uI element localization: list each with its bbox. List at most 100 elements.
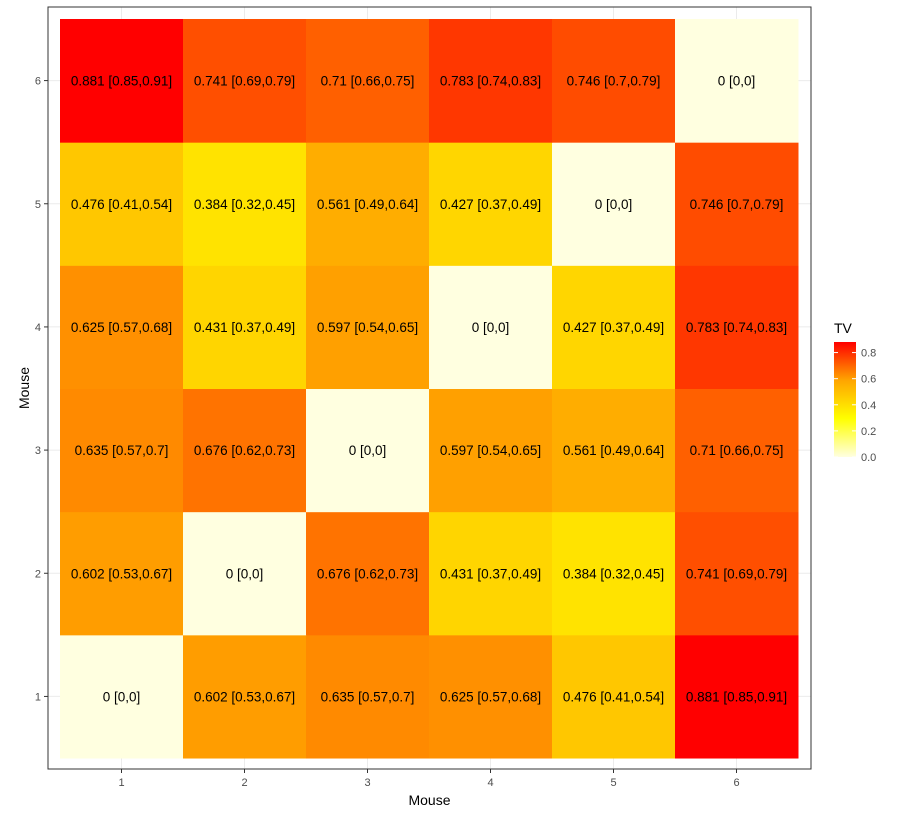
heatmap-cell-4-2 <box>429 511 553 636</box>
cell-label-2-1: 0.602 [0.53,0.67] <box>194 689 295 704</box>
legend-colorbar <box>834 342 856 457</box>
cell-label-3-1: 0.635 [0.57,0.7] <box>321 689 415 704</box>
cell-label-4-4: 0 [0,0] <box>472 320 510 335</box>
legend-tick-label-0.4: 0.4 <box>861 400 876 412</box>
heatmap-cell-4-1 <box>429 634 553 759</box>
y-tick-label-4: 4 <box>35 322 41 334</box>
cell-label-6-4: 0.783 [0.74,0.83] <box>686 320 787 335</box>
heatmap-cell-3-2 <box>306 511 430 636</box>
heatmap-cell-5-1 <box>552 634 676 759</box>
legend-tick-label-0.6: 0.6 <box>861 374 876 386</box>
cell-label-3-5: 0.561 [0.49,0.64] <box>317 197 418 212</box>
y-tick-label-3: 3 <box>35 445 41 457</box>
heatmap-cell-6-6 <box>675 19 799 143</box>
cell-label-5-2: 0.384 [0.32,0.45] <box>563 566 664 581</box>
heatmap-cell-2-4 <box>183 265 307 390</box>
heatmap-cell-1-5 <box>60 142 184 266</box>
cell-label-1-6: 0.881 [0.85,0.91] <box>71 74 172 89</box>
cell-label-6-5: 0.746 [0.7,0.79] <box>690 197 784 212</box>
heatmap-cell-6-5 <box>675 142 799 266</box>
heatmap-cell-2-1 <box>183 634 307 759</box>
heatmap-cell-3-5 <box>306 142 430 266</box>
heatmap-cell-1-3 <box>60 388 184 513</box>
cell-label-1-3: 0.635 [0.57,0.7] <box>75 443 169 458</box>
heatmap-cell-3-1 <box>306 634 430 759</box>
cell-label-3-3: 0 [0,0] <box>349 443 387 458</box>
cell-label-6-1: 0.881 [0.85,0.91] <box>686 689 787 704</box>
cell-label-5-3: 0.561 [0.49,0.64] <box>563 443 664 458</box>
legend-tick-label-0.8: 0.8 <box>861 348 876 360</box>
heatmap-cell-2-6 <box>183 19 307 143</box>
heatmap-cell-2-3 <box>183 388 307 513</box>
legend-title: TV <box>834 320 853 336</box>
heatmap-cell-1-4 <box>60 265 184 390</box>
cell-label-1-5: 0.476 [0.41,0.54] <box>71 197 172 212</box>
cell-label-2-5: 0.384 [0.32,0.45] <box>194 197 295 212</box>
color-legend: TV 0.0 0.2 0.4 0.6 0.8 <box>834 320 876 464</box>
heatmap-cell-4-6 <box>429 19 553 143</box>
cell-label-4-3: 0.597 [0.54,0.65] <box>440 443 541 458</box>
cell-label-1-1: 0 [0,0] <box>103 689 141 704</box>
y-axis: 1 2 3 4 5 6 <box>35 76 48 703</box>
x-tick-label-2: 2 <box>241 777 247 789</box>
panel-border <box>47 6 812 770</box>
x-axis-title: Mouse <box>408 792 450 808</box>
heatmap-cell-1-2 <box>60 511 184 636</box>
cell-label-1-4: 0.625 [0.57,0.68] <box>71 320 172 335</box>
heatmap-cell-2-2 <box>183 511 307 636</box>
heatmap-cell-6-3 <box>675 388 799 513</box>
cell-label-3-4: 0.597 [0.54,0.65] <box>317 320 418 335</box>
x-tick-label-1: 1 <box>118 777 124 789</box>
cell-label-4-6: 0.783 [0.74,0.83] <box>440 74 541 89</box>
cell-label-5-1: 0.476 [0.41,0.54] <box>563 689 664 704</box>
legend-ticks: 0.0 0.2 0.4 0.6 0.8 <box>834 348 876 464</box>
x-tick-label-5: 5 <box>610 777 616 789</box>
cell-label-3-6: 0.71 [0.66,0.75] <box>321 74 415 89</box>
heatmap-cell-6-1 <box>675 634 799 759</box>
cell-label-6-3: 0.71 [0.66,0.75] <box>690 443 784 458</box>
y-tick-label-6: 6 <box>35 76 41 88</box>
cell-label-6-6: 0 [0,0] <box>718 74 756 89</box>
heatmap-cells <box>60 19 799 759</box>
x-axis: 1 2 3 4 5 6 <box>118 769 740 789</box>
heatmap-cell-1-6 <box>60 19 184 143</box>
cell-label-6-2: 0.741 [0.69,0.79] <box>686 566 787 581</box>
cell-label-4-5: 0.427 [0.37,0.49] <box>440 197 541 212</box>
x-tick-label-4: 4 <box>487 777 493 789</box>
heatmap-cell-4-5 <box>429 142 553 266</box>
heatmap-cell-6-2 <box>675 511 799 636</box>
heatmap-cell-1-1 <box>60 634 184 759</box>
heatmap-cell-4-3 <box>429 388 553 513</box>
heatmap-cell-3-3 <box>306 388 430 513</box>
cell-label-2-2: 0 [0,0] <box>226 566 264 581</box>
heatmap-cell-5-5 <box>552 142 676 266</box>
heatmap-cell-5-6 <box>552 19 676 143</box>
y-tick-label-5: 5 <box>35 199 41 211</box>
cell-label-2-4: 0.431 [0.37,0.49] <box>194 320 295 335</box>
cell-label-4-2: 0.431 [0.37,0.49] <box>440 566 541 581</box>
cell-label-5-6: 0.746 [0.7,0.79] <box>567 74 661 89</box>
cell-label-5-4: 0.427 [0.37,0.49] <box>563 320 664 335</box>
legend-tick-label-0.2: 0.2 <box>861 426 876 438</box>
y-axis-title: Mouse <box>16 367 32 409</box>
cell-label-5-5: 0 [0,0] <box>595 197 633 212</box>
legend-tick-label-0.0: 0.0 <box>861 452 876 464</box>
heatmap-cell-5-2 <box>552 511 676 636</box>
cell-label-3-2: 0.676 [0.62,0.73] <box>317 566 418 581</box>
y-tick-label-1: 1 <box>35 691 41 703</box>
heatmap-cell-5-4 <box>552 265 676 390</box>
cell-label-4-1: 0.625 [0.57,0.68] <box>440 689 541 704</box>
heatmap-cell-4-4 <box>429 265 553 390</box>
cell-label-2-3: 0.676 [0.62,0.73] <box>194 443 295 458</box>
heatmap-cell-3-6 <box>306 19 430 143</box>
y-tick-label-2: 2 <box>35 568 41 580</box>
cell-label-1-2: 0.602 [0.53,0.67] <box>71 566 172 581</box>
heatmap-cell-3-4 <box>306 265 430 390</box>
heatmap-cell-labels: 0 [0,0] 0.602 [0.53,0.67] 0.635 [0.57,0.7]… <box>71 74 787 705</box>
x-tick-label-6: 6 <box>733 777 739 789</box>
heatmap-cell-5-3 <box>552 388 676 513</box>
heatmap-cell-2-5 <box>183 142 307 266</box>
x-tick-label-3: 3 <box>364 777 370 789</box>
cell-label-2-6: 0.741 [0.69,0.79] <box>194 74 295 89</box>
